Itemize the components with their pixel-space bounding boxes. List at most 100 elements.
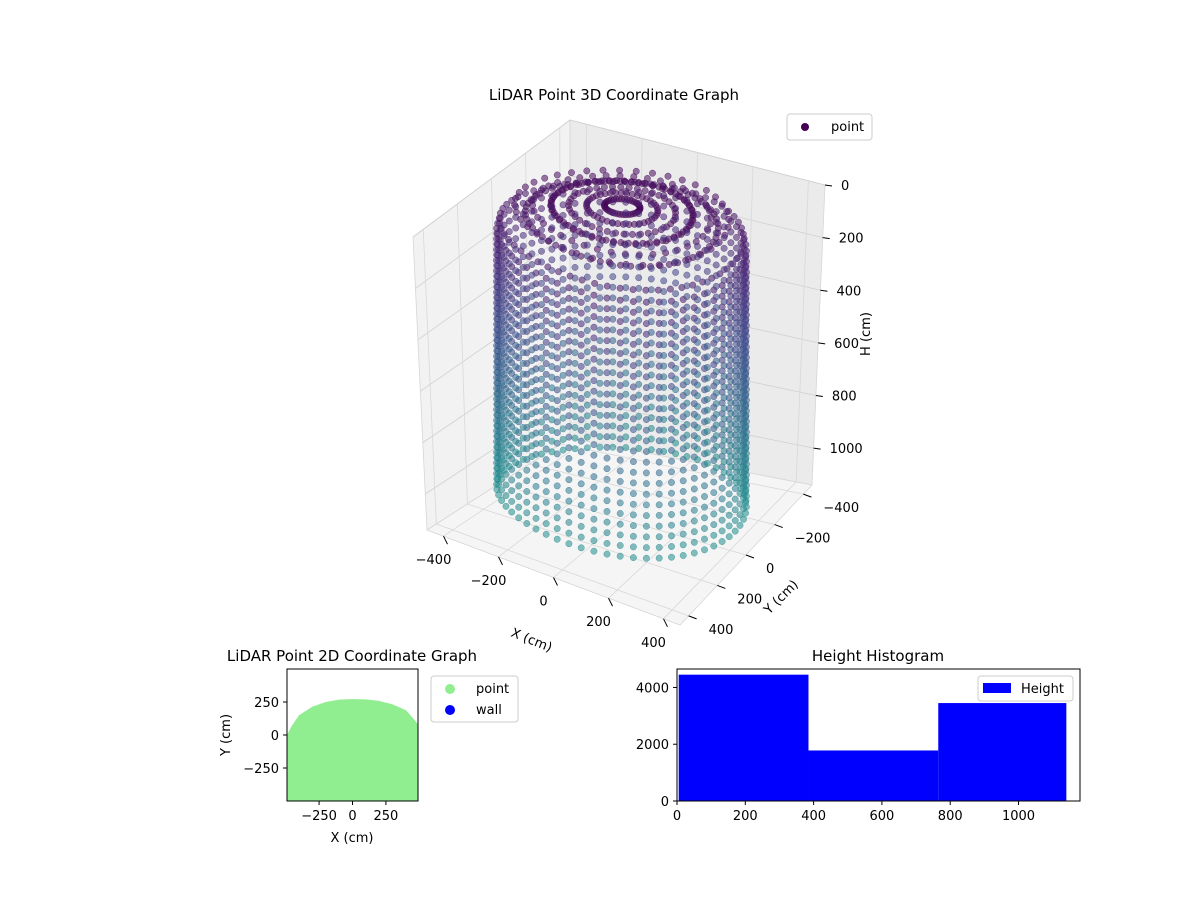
cloud-point xyxy=(694,424,701,432)
cloud-point xyxy=(622,369,630,377)
z-tick-3d xyxy=(813,447,821,450)
cloud-point xyxy=(519,274,527,282)
cloud-point xyxy=(731,506,739,514)
cloud-point xyxy=(655,533,663,541)
cloud-point xyxy=(712,304,720,312)
cloud-point xyxy=(505,345,513,353)
cloud-point xyxy=(727,367,735,375)
cloud-point xyxy=(694,274,701,282)
cloud-point xyxy=(655,490,663,498)
cloud-point xyxy=(583,241,591,249)
y-axis-label-3d: Y (cm) xyxy=(761,577,802,618)
ticks-2d: −250 0 250 −250 0 250 xyxy=(243,696,398,824)
cloud-point xyxy=(512,299,520,307)
z-tick-3d xyxy=(822,237,830,240)
cloud-point xyxy=(635,402,643,410)
histogram: Height Histogram 0 200 400 600 800 1000 0 2000 4… xyxy=(636,647,1081,824)
y-tick-3d xyxy=(774,524,783,529)
cloud-point xyxy=(583,284,591,292)
cloud-point xyxy=(538,247,545,255)
z-axis-label-3d: H (cm) xyxy=(859,312,874,356)
x-tick-label-hist: 1000 xyxy=(1002,809,1035,824)
cloud-point xyxy=(590,387,598,395)
cloud-point xyxy=(635,231,643,239)
cloud-point xyxy=(571,423,579,431)
cloud-point xyxy=(694,232,701,240)
cloud-point xyxy=(583,252,591,260)
cloud-point xyxy=(515,471,523,479)
cloud-point xyxy=(672,268,680,276)
cloud-point xyxy=(609,219,617,227)
cloud-point xyxy=(672,300,680,308)
cloud-point xyxy=(590,473,598,481)
cloud-point xyxy=(733,297,740,305)
cloud-point xyxy=(690,517,698,525)
cloud-point xyxy=(590,291,598,299)
cloud-point xyxy=(542,392,550,400)
cloud-point xyxy=(694,349,701,357)
cloud-point xyxy=(603,486,611,494)
histogram-frame xyxy=(676,668,1081,802)
cloud-point xyxy=(603,539,611,547)
cloud-point xyxy=(603,422,611,430)
cloud-point xyxy=(731,517,739,524)
cloud-point xyxy=(596,347,604,355)
cloud-point xyxy=(701,503,708,511)
cloud-point xyxy=(710,489,718,497)
cloud-point xyxy=(635,306,643,314)
legend-2d-label-point: point xyxy=(476,682,509,697)
cloud-point xyxy=(737,229,745,236)
cloud-point xyxy=(571,306,579,314)
cloud-point xyxy=(720,234,728,242)
cloud-point xyxy=(727,473,735,481)
cloud-point xyxy=(512,245,520,253)
cloud-point xyxy=(635,423,643,431)
cloud-point xyxy=(496,364,504,372)
cloud-point xyxy=(596,443,604,451)
cloud-point xyxy=(496,428,504,436)
y-tick-3d xyxy=(717,584,726,589)
cloud-point xyxy=(496,460,504,468)
cloud-point xyxy=(720,266,728,274)
cloud-point xyxy=(532,504,540,512)
cloud-point xyxy=(565,486,573,494)
cloud-point xyxy=(672,428,680,436)
cloud-point xyxy=(548,299,556,306)
cloud-point xyxy=(590,355,598,363)
cloud-point xyxy=(583,423,591,430)
cloud-point xyxy=(660,448,668,455)
cloud-point xyxy=(500,253,508,261)
cloud-point xyxy=(523,488,531,495)
cloud-point xyxy=(559,275,567,283)
cloud-point xyxy=(559,361,567,369)
cloud-point xyxy=(572,179,580,187)
cloud-point xyxy=(577,384,585,392)
x-tick-3d xyxy=(663,618,668,628)
cloud-point xyxy=(583,199,591,206)
cloud-point xyxy=(737,485,745,492)
cloud-point xyxy=(727,399,735,407)
cloud-point xyxy=(571,221,579,229)
cloud-point xyxy=(629,479,637,487)
cloud-point xyxy=(528,261,536,268)
cloud-point xyxy=(690,485,698,493)
cloud-point xyxy=(660,341,668,349)
cloud-point xyxy=(512,309,520,317)
cloud-point xyxy=(583,391,591,398)
cloud-point xyxy=(500,349,508,357)
cloud-point xyxy=(718,527,726,535)
cloud-point xyxy=(559,371,567,379)
cloud-point xyxy=(737,399,745,407)
cloud-point xyxy=(683,431,691,439)
cloud-point xyxy=(740,515,747,523)
cloud-point xyxy=(727,228,735,236)
cloud-point xyxy=(609,422,617,430)
grid-line-left-y xyxy=(456,203,468,505)
cloud-point xyxy=(603,529,611,537)
cloud-point xyxy=(701,525,708,532)
cloud-point xyxy=(727,377,735,385)
cloud-point xyxy=(519,359,527,367)
cloud-point xyxy=(500,274,508,282)
cloud-point xyxy=(602,236,610,244)
cloud-point xyxy=(737,293,745,300)
